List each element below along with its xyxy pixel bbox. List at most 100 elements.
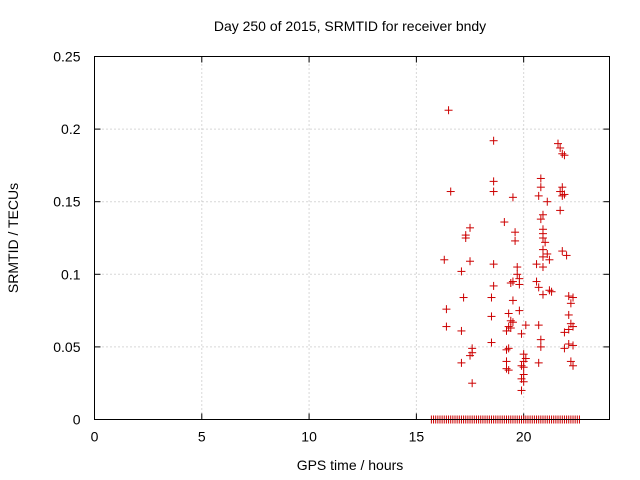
data-point: [504, 309, 513, 318]
data-point: [564, 325, 573, 334]
data-point: [506, 279, 515, 288]
data-point: [556, 187, 565, 196]
data-point: [457, 358, 466, 367]
data-point: [517, 361, 526, 370]
data-point: [556, 143, 565, 152]
data-point: [532, 260, 541, 269]
data-point: [569, 322, 578, 331]
data-point: [489, 136, 498, 145]
data-point: [538, 210, 547, 219]
data-point: [558, 149, 567, 158]
data-point: [511, 228, 520, 237]
data-point: [506, 316, 515, 325]
data-point: [502, 345, 511, 354]
data-point: [457, 326, 466, 335]
data-point: [566, 299, 575, 308]
data-point: [517, 329, 526, 338]
data-point: [466, 223, 475, 232]
data-point: [560, 190, 569, 199]
data-point: [511, 236, 520, 245]
data-point: [556, 206, 565, 215]
data-point: [442, 322, 451, 331]
data-point: [532, 277, 541, 286]
x-axis-label: GPS time / hours: [297, 457, 404, 473]
data-point: [534, 358, 543, 367]
data-point: [440, 255, 449, 264]
y-tick-label: 0.15: [53, 194, 80, 210]
data-point: [504, 344, 513, 353]
data-point: [538, 245, 547, 254]
data-point: [545, 286, 554, 295]
data-point: [517, 386, 526, 395]
data-point: [541, 238, 550, 247]
data-point: [446, 187, 455, 196]
data-point: [457, 267, 466, 276]
data-point: [459, 293, 468, 302]
data-point: [554, 139, 562, 148]
data-point: [442, 305, 451, 314]
data-point: [543, 197, 552, 206]
y-axis-tick-labels: 0 0.05 0.1 0.15 0.2 0.25: [53, 49, 80, 428]
data-point: [513, 270, 522, 279]
data-point: [536, 183, 545, 192]
data-point: [534, 191, 543, 200]
x-axis-tick-labels: 0 5 10 15 20: [91, 429, 532, 445]
data-point: [504, 322, 513, 331]
data-point: [500, 218, 509, 227]
data-points: [427, 106, 584, 424]
grid-lines: [94, 56, 610, 420]
plot-frame: [94, 56, 610, 420]
data-point: [515, 280, 524, 289]
y-tick-label: 0: [73, 412, 81, 428]
data-point: [489, 260, 498, 269]
data-point: [536, 342, 545, 351]
chart-title: Day 250 of 2015, SRMTID for receiver bnd…: [214, 18, 486, 34]
data-point: [558, 191, 567, 200]
x-tick-label: 20: [516, 429, 532, 445]
data-point: [502, 326, 511, 335]
data-point: [547, 287, 556, 296]
data-point: [515, 306, 524, 315]
y-tick-label: 0.2: [61, 121, 81, 137]
data-point: [519, 377, 528, 386]
data-point: [560, 328, 569, 337]
data-point: [466, 257, 475, 266]
y-axis-label: SRMTID / TECUs: [5, 183, 21, 293]
data-point: [564, 339, 573, 348]
data-point: [558, 247, 567, 256]
y-tick-label: 0.25: [53, 49, 80, 65]
data-point: [564, 292, 573, 301]
data-point: [489, 177, 498, 186]
data-point: [560, 151, 569, 160]
x-tick-label: 5: [198, 429, 206, 445]
data-point: [536, 335, 545, 344]
data-point: [569, 361, 578, 370]
data-point: [534, 283, 543, 292]
data-point: [502, 364, 511, 373]
data-point: [504, 366, 513, 375]
data-point: [508, 318, 517, 327]
data-point: [538, 263, 547, 272]
data-point: [560, 344, 569, 353]
x-tick-label: 0: [91, 429, 99, 445]
data-point: [444, 106, 453, 115]
data-point: [536, 215, 545, 224]
data-point: [569, 341, 578, 350]
data-point: [538, 290, 547, 299]
data-point: [569, 293, 578, 302]
x-tick-label: 15: [409, 429, 425, 445]
data-point: [508, 193, 517, 202]
data-point: [564, 310, 573, 319]
data-point: [519, 370, 528, 379]
data-point: [558, 183, 567, 192]
data-point: [487, 312, 496, 321]
data-point: [502, 357, 511, 366]
y-tick-label: 0.05: [53, 339, 80, 355]
data-point: [513, 263, 522, 272]
data-point: [519, 350, 528, 359]
data-point: [538, 252, 547, 261]
data-point: [508, 277, 517, 286]
data-point: [489, 281, 498, 290]
data-point: [536, 174, 545, 183]
